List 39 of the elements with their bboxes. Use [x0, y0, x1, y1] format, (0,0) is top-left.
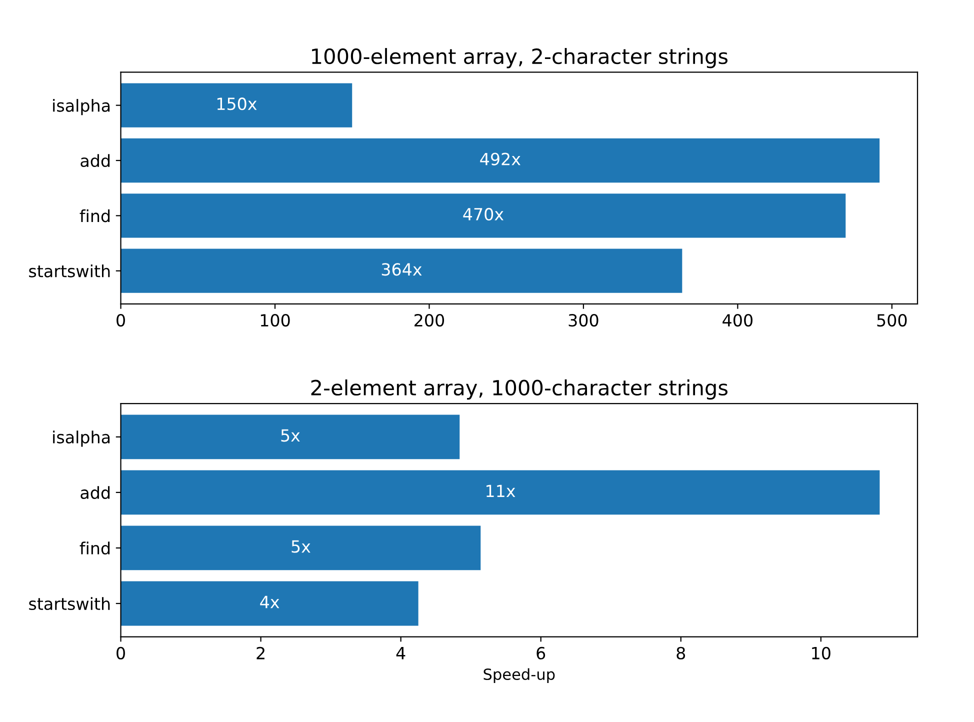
y-tick-label: find — [80, 209, 110, 222]
data-label: 150x — [217, 98, 257, 110]
x-tick-label: 4 — [396, 647, 406, 660]
x-tick-label: 8 — [676, 646, 686, 660]
data-label: 492x — [480, 152, 520, 166]
x-tick-label: 400 — [722, 314, 752, 327]
y-tick-label: isalpha — [53, 98, 110, 116]
chart-title: 2-element array, 1000-character strings — [311, 379, 728, 400]
bar — [120, 414, 460, 460]
data-label: 5x — [292, 540, 310, 553]
data-label: 364x — [382, 263, 422, 276]
y-tick-label: startswith — [29, 264, 110, 278]
bar — [120, 248, 682, 293]
x-tick-label: 100 — [260, 314, 290, 327]
bar — [120, 194, 846, 238]
y-tick-label: isalpha — [53, 430, 110, 447]
data-label: 11x — [486, 484, 516, 498]
y-tick-label: find — [80, 542, 110, 555]
data-label: 5x — [281, 429, 300, 442]
bar — [120, 83, 352, 128]
x-tick-label: 200 — [414, 314, 444, 327]
bar — [120, 138, 880, 183]
chart-title: 1000-element array, 2-character strings — [312, 48, 728, 68]
data-label: 470x — [463, 208, 504, 221]
data-label: 4x — [260, 596, 280, 608]
x-axis-title: Speed-up — [484, 668, 555, 683]
y-tick-label: startswith — [29, 597, 110, 610]
x-tick-label: 500 — [877, 314, 907, 327]
x-tick-label: 0 — [116, 646, 125, 660]
x-tick-label: 6 — [536, 646, 546, 660]
x-tick-label: 2 — [256, 646, 264, 660]
x-tick-label: 300 — [568, 314, 598, 327]
bar — [120, 581, 418, 626]
x-tick-label: 0 — [116, 314, 125, 327]
y-tick-label: add — [80, 486, 110, 500]
y-tick-label: add — [80, 154, 110, 168]
bar — [120, 470, 880, 515]
x-tick-label: 10 — [812, 646, 830, 660]
bar — [120, 526, 481, 570]
